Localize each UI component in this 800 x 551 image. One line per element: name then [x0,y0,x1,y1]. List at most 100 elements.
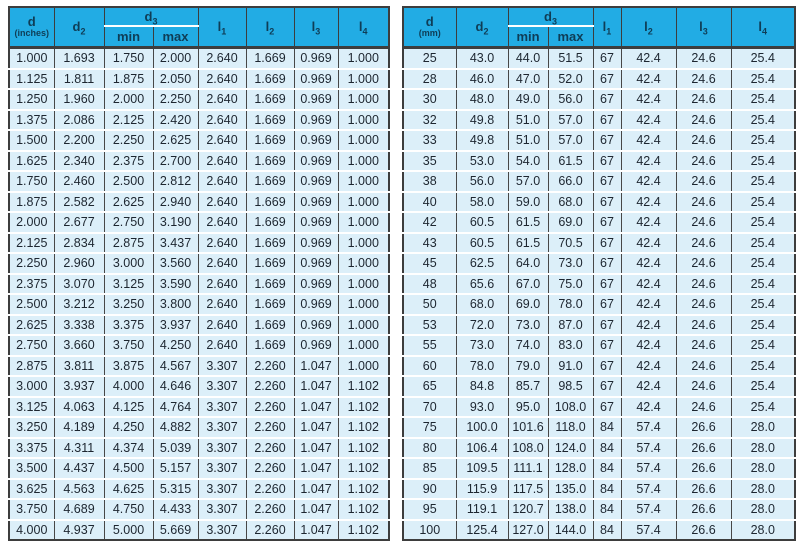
table-cell: 1.750 [9,171,54,193]
table-cell: 118.0 [547,417,593,439]
table-cell: 1.000 [337,68,389,90]
table-cell: 25.4 [730,396,795,418]
table-cell: 2.260 [245,478,294,500]
table-cell: 35 [403,150,456,172]
table-cell: 98.5 [547,376,593,398]
table-cell: 42.4 [620,376,676,398]
table-cell: 57.0 [507,171,548,193]
table-row: 50 68.0 69.0 78.0 67 42.4 24.6 25.4 [403,294,795,316]
table-row: 45 62.5 64.0 73.0 67 42.4 24.6 25.4 [403,253,795,275]
table-cell: 25.4 [730,109,795,131]
table-row: 2.875 3.811 3.875 4.567 3.307 2.260 1.047 1.000 [9,355,389,377]
table-row: 4.000 4.937 5.000 5.669 3.307 2.260 1.047 1.102 [9,519,389,540]
table-cell: 74.0 [507,335,548,357]
table-cell: 1.000 [337,89,389,111]
table-cell: 2.260 [245,499,294,521]
table-cell: 2.260 [245,437,294,459]
table-cell: 4.882 [152,417,198,439]
col-header-d2: d2 [455,7,508,49]
table-cell: 43 [403,232,456,254]
table-cell: 38 [403,171,456,193]
table-cell: 24.6 [675,355,731,377]
table-cell: 25 [403,47,456,70]
table-cell: 100 [403,519,456,540]
table-cell: 61.5 [507,212,548,234]
table-cell: 3.125 [9,396,54,418]
table-cell: 0.969 [293,314,338,336]
table-cell: 53.0 [455,150,508,172]
table-cell: 53 [403,314,456,336]
table-cell: 2.250 [9,253,54,275]
table-cell: 2.640 [197,314,246,336]
table-cell: 120.7 [507,499,548,521]
table-cell: 2.640 [197,109,246,131]
table-cell: 111.1 [507,458,548,480]
table-cell: 61.5 [547,150,593,172]
table-cell: 49.0 [507,89,548,111]
table-cell: 25.4 [730,355,795,377]
table-row: 1.500 2.200 2.250 2.625 2.640 1.669 0.969 1.000 [9,130,389,152]
table-cell: 42.4 [620,68,676,90]
table-row: 30 48.0 49.0 56.0 67 42.4 24.6 25.4 [403,89,795,111]
col-header-l1: l1 [592,7,621,49]
table-cell: 42.4 [620,294,676,316]
table-cell: 4.125 [103,396,153,418]
table-cell: 5.157 [152,458,198,480]
table-cell: 2.125 [103,109,153,131]
table-cell: 24.6 [675,314,731,336]
table-cell: 1.000 [337,253,389,275]
table-cell: 101.6 [507,417,548,439]
table-cell: 0.969 [293,150,338,172]
table-cell: 1.750 [103,47,153,70]
table-cell: 1.375 [9,109,54,131]
table-cell: 138.0 [547,499,593,521]
table-cell: 1.000 [9,47,54,70]
table-cell: 84 [592,437,621,459]
table-cell: 2.640 [197,171,246,193]
table-row: 60 78.0 79.0 91.0 67 42.4 24.6 25.4 [403,355,795,377]
table-cell: 90 [403,478,456,500]
table-cell: 2.640 [197,89,246,111]
table-cell: 67 [592,191,621,213]
table-cell: 0.969 [293,130,338,152]
table-cell: 67 [592,314,621,336]
table-cell: 24.6 [675,335,731,357]
table-cell: 2.640 [197,150,246,172]
table-cell: 2.875 [9,355,54,377]
table-cell: 1.000 [337,314,389,336]
table-cell: 2.640 [197,335,246,357]
table-header-mm: d (mm) d2 d3 l1 l2 l3 l4 min max [403,7,795,49]
table-cell: 1.047 [293,519,338,540]
table-cell: 2.640 [197,68,246,90]
table-cell: 28.0 [730,417,795,439]
table-cell: 0.969 [293,47,338,70]
table-row: 48 65.6 67.0 75.0 67 42.4 24.6 25.4 [403,273,795,295]
table-cell: 1.000 [337,130,389,152]
table-cell: 4.250 [103,417,153,439]
header-d-unit: (mm) [418,28,441,39]
table-cell: 3.307 [197,376,246,398]
table-cell: 4.311 [53,437,104,459]
table-cell: 127.0 [507,519,548,540]
table-cell: 108.0 [507,437,548,459]
table-cell: 49.8 [455,130,508,152]
table-body-mm: 25 43.0 44.0 51.5 67 42.4 24.6 25.4 28 46.0 47.0 52… [403,47,795,540]
table-cell: 67 [592,68,621,90]
table-cell: 42.4 [620,253,676,275]
table-cell: 84 [592,499,621,521]
table-row: 25 43.0 44.0 51.5 67 42.4 24.6 25.4 [403,47,795,70]
table-cell: 1.047 [293,437,338,459]
table-cell: 1.669 [245,68,294,90]
table-cell: 59.0 [507,191,548,213]
table-cell: 68.0 [547,191,593,213]
table-cell: 1.669 [245,294,294,316]
table-cell: 1.669 [245,335,294,357]
table-cell: 60 [403,355,456,377]
table-cell: 42.4 [620,212,676,234]
table-cell: 25.4 [730,150,795,172]
table-cell: 47.0 [507,68,548,90]
table-cell: 3.307 [197,417,246,439]
table-cell: 0.969 [293,212,338,234]
col-header-d3: d3 [103,7,198,27]
table-cell: 51.5 [547,47,593,70]
